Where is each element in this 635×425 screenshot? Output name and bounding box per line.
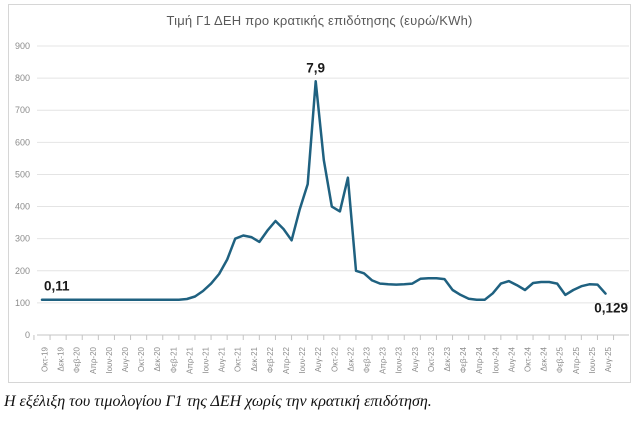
x-tick-label: Φεβ-22	[266, 346, 275, 373]
x-tick-label: Δεκ-22	[346, 346, 355, 371]
x-tick-label: Οκτ-21	[234, 346, 243, 371]
x-tick-label: Ιουν-25	[588, 346, 597, 373]
data-label: 0,129	[594, 301, 628, 316]
x-tick-label: Ιουν-21	[202, 346, 211, 373]
figure-caption: Η εξέλιξη του τιμολογίου Γ1 της ΔΕΗ χωρί…	[4, 393, 432, 410]
x-tick-label: Οκτ-22	[330, 346, 339, 371]
y-tick-label: 0	[25, 330, 30, 340]
y-tick-label: 900	[15, 41, 30, 51]
x-tick-label: Απρ-22	[282, 346, 291, 374]
y-tick-label: 100	[15, 298, 30, 308]
x-tick-label: Δεκ-21	[250, 346, 259, 371]
chart-card	[8, 4, 631, 383]
x-tick-label: Αυγ-21	[218, 346, 227, 372]
x-tick-label: Απρ-23	[379, 346, 388, 374]
x-tick-label: Αυγ-24	[507, 346, 516, 372]
x-tick-label: Οκτ-24	[524, 346, 533, 371]
line-chart: 0 100 200 300 400 500 600 700 800 900 Οκτ-19 Δεκ-19…	[15, 41, 629, 374]
x-tick-label: Απρ-24	[475, 346, 484, 374]
x-tick-label: Φεβ-23	[363, 346, 372, 373]
x-tick-label: Απρ-21	[185, 346, 194, 374]
x-tick-label: Φεβ-21	[169, 346, 178, 373]
x-tick-label: Οκτ-20	[137, 346, 146, 371]
chart-title: Τιμή Γ1 ΔΕΗ προ κρατικής επιδότησης (ευρ…	[166, 13, 473, 28]
y-tick-label: 500	[15, 169, 30, 179]
y-tick-label: 600	[15, 137, 30, 147]
data-label: 0,11	[44, 279, 70, 294]
x-tick-label: Ιουν-20	[105, 346, 114, 373]
x-tick-label: Δεκ-19	[57, 346, 66, 371]
x-tick-label: Αυγ-23	[411, 346, 420, 372]
data-label: 7,9	[306, 60, 325, 75]
x-tick-label: Φεβ-25	[556, 346, 565, 373]
y-tick-label: 400	[15, 202, 30, 212]
y-tick-label: 800	[15, 73, 30, 83]
x-tick-label: Αυγ-20	[121, 346, 130, 372]
x-tick-label: Απρ-20	[89, 346, 98, 374]
x-tick-label: Ιουν-23	[395, 346, 404, 373]
x-tick-label: Αυγ-22	[314, 346, 323, 372]
x-tick-label: Οκτ-23	[427, 346, 436, 371]
x-tick-label: Φεβ-20	[73, 346, 82, 373]
x-tick-label: Ιουν-22	[298, 346, 307, 373]
y-tick-label: 200	[15, 266, 30, 276]
x-tick-label: Αυγ-25	[604, 346, 613, 372]
series-line	[40, 80, 607, 301]
x-tick-label: Δεκ-23	[443, 346, 452, 371]
y-tick-label: 700	[15, 105, 30, 115]
x-tick-label: Δεκ-24	[540, 346, 549, 371]
x-tick-label: Δεκ-20	[153, 346, 162, 371]
x-tick-label: Απρ-25	[572, 346, 581, 374]
x-tick-label: Φεβ-24	[459, 346, 468, 373]
y-tick-label: 300	[15, 234, 30, 244]
x-tick-label: Οκτ-19	[41, 346, 50, 371]
x-tick-label: Ιουν-24	[491, 346, 500, 373]
